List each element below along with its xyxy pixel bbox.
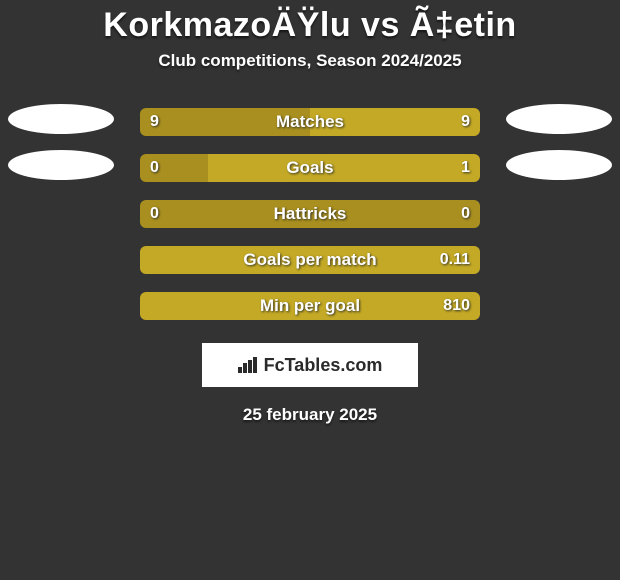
stat-row: 810 Min per goal bbox=[0, 283, 620, 329]
bar-fill-right bbox=[208, 154, 480, 182]
stat-bar: 0 0 Hattricks bbox=[140, 200, 480, 228]
stat-value-right: 0.11 bbox=[440, 251, 470, 269]
stat-label: Goals bbox=[286, 158, 333, 178]
stat-row: 0 1 Goals bbox=[0, 145, 620, 191]
player-marker-right bbox=[506, 150, 612, 180]
stat-value-left: 0 bbox=[150, 205, 159, 223]
stat-label: Matches bbox=[276, 112, 344, 132]
stat-row: 9 9 Matches bbox=[0, 99, 620, 145]
bar-chart-icon bbox=[238, 357, 258, 373]
logo-box: FcTables.com bbox=[202, 343, 418, 387]
player-marker-left bbox=[8, 150, 114, 180]
stat-value-right: 9 bbox=[461, 113, 470, 131]
stat-value-right: 1 bbox=[461, 159, 470, 177]
stat-value-left: 0 bbox=[150, 159, 159, 177]
date-line: 25 february 2025 bbox=[0, 405, 620, 425]
page-title: KorkmazoÄŸlu vs Ã‡etin bbox=[0, 6, 620, 45]
stat-value-right: 0 bbox=[461, 205, 470, 223]
stat-row: 0.11 Goals per match bbox=[0, 237, 620, 283]
stat-bar: 0 1 Goals bbox=[140, 154, 480, 182]
stat-label: Hattricks bbox=[274, 204, 347, 224]
comparison-card: KorkmazoÄŸlu vs Ã‡etin Club competitions… bbox=[0, 0, 620, 425]
stat-label: Goals per match bbox=[243, 250, 376, 270]
stat-bar: 0.11 Goals per match bbox=[140, 246, 480, 274]
stat-value-right: 810 bbox=[443, 297, 470, 315]
subtitle: Club competitions, Season 2024/2025 bbox=[0, 51, 620, 71]
player-marker-right bbox=[506, 104, 612, 134]
stat-label: Min per goal bbox=[260, 296, 360, 316]
stat-bar: 810 Min per goal bbox=[140, 292, 480, 320]
player-marker-left bbox=[8, 104, 114, 134]
logo-text: FcTables.com bbox=[264, 355, 383, 376]
stat-value-left: 9 bbox=[150, 113, 159, 131]
stat-bar: 9 9 Matches bbox=[140, 108, 480, 136]
stat-row: 0 0 Hattricks bbox=[0, 191, 620, 237]
stat-rows: 9 9 Matches 0 1 Goals 0 0 Hattricks 0.11 Goals per… bbox=[0, 99, 620, 329]
